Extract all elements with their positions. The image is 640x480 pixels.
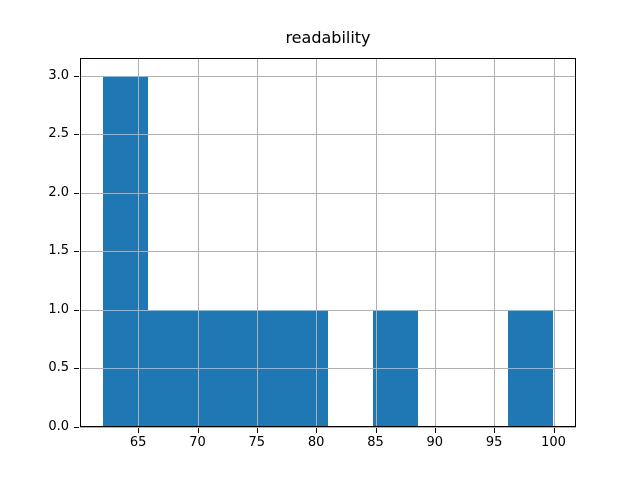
plot-area xyxy=(80,58,576,428)
x-tick-mark xyxy=(434,428,436,433)
y-tick-mark xyxy=(74,427,79,428)
gridline-vertical xyxy=(197,58,199,427)
gridline-vertical xyxy=(138,58,140,427)
y-tick-mark xyxy=(74,251,79,253)
x-tick-mark xyxy=(256,428,258,433)
gridline-horizontal xyxy=(80,192,576,194)
y-tick-mark xyxy=(74,75,79,77)
x-tick-mark xyxy=(138,428,140,433)
y-tick-label: 3.0 xyxy=(48,67,69,83)
gridline-vertical xyxy=(316,58,318,427)
y-tick-label: 1.5 xyxy=(48,243,69,259)
x-tick-label: 65 xyxy=(129,435,147,450)
axes-spines xyxy=(80,58,576,427)
y-tick-label: 0.0 xyxy=(48,419,69,434)
y-tick-mark xyxy=(74,368,79,370)
grid-layer xyxy=(80,58,576,428)
x-tick-mark xyxy=(375,428,377,433)
y-tick-label: 1.0 xyxy=(48,301,69,317)
x-tick-label: 70 xyxy=(189,435,206,450)
x-tick-mark xyxy=(494,428,496,433)
x-tick-label: 95 xyxy=(485,435,503,450)
gridline-vertical xyxy=(553,58,555,427)
x-tick-label: 75 xyxy=(248,435,266,450)
gridline-vertical xyxy=(256,58,258,427)
gridline-horizontal xyxy=(80,251,576,253)
gridline-vertical xyxy=(494,58,496,427)
chart-title: readability xyxy=(285,28,371,47)
y-tick-mark xyxy=(74,134,79,136)
gridline-vertical xyxy=(434,58,436,427)
x-tick-mark xyxy=(197,428,199,433)
gridline-vertical xyxy=(375,58,377,427)
x-tick-mark xyxy=(316,428,318,433)
gridline-horizontal xyxy=(80,134,576,136)
x-tick-label: 90 xyxy=(426,435,444,450)
gridline-horizontal xyxy=(80,427,576,428)
x-tick-label: 80 xyxy=(307,435,325,450)
y-tick-label: 2.0 xyxy=(48,184,69,200)
y-tick-mark xyxy=(74,192,79,194)
x-tick-label: 85 xyxy=(367,435,384,450)
gridline-horizontal xyxy=(80,368,576,370)
y-tick-mark xyxy=(74,309,79,311)
y-tick-label: 0.5 xyxy=(48,360,69,376)
y-tick-label: 2.5 xyxy=(48,126,69,142)
x-tick-mark xyxy=(553,428,555,433)
x-tick-label: 100 xyxy=(541,435,566,450)
gridline-horizontal xyxy=(80,309,576,311)
gridline-horizontal xyxy=(80,75,576,77)
